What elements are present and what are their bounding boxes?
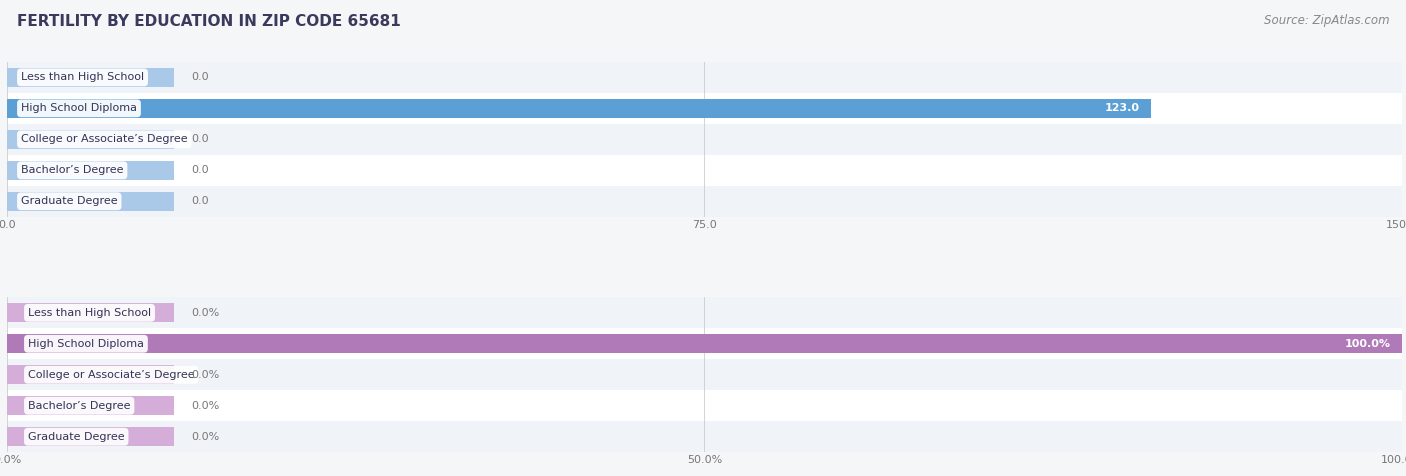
Bar <box>7 427 174 446</box>
Text: Bachelor’s Degree: Bachelor’s Degree <box>28 401 131 411</box>
Bar <box>7 303 174 322</box>
Bar <box>7 62 1402 93</box>
Bar <box>7 365 174 384</box>
Text: 0.0%: 0.0% <box>191 370 219 380</box>
Text: High School Diploma: High School Diploma <box>21 103 136 113</box>
Bar <box>7 186 1402 217</box>
Text: College or Associate’s Degree: College or Associate’s Degree <box>21 134 187 144</box>
Bar <box>7 192 174 211</box>
Text: Graduate Degree: Graduate Degree <box>28 432 125 442</box>
Text: High School Diploma: High School Diploma <box>28 339 143 349</box>
Text: 123.0: 123.0 <box>1105 103 1140 113</box>
Bar <box>7 155 1402 186</box>
Text: 0.0%: 0.0% <box>191 432 219 442</box>
Text: 0.0: 0.0 <box>191 165 208 175</box>
Bar <box>7 99 1150 118</box>
Bar <box>7 130 174 149</box>
Text: 0.0%: 0.0% <box>191 401 219 411</box>
Bar <box>7 359 1402 390</box>
Text: 0.0: 0.0 <box>191 134 208 144</box>
Text: Bachelor’s Degree: Bachelor’s Degree <box>21 165 124 175</box>
Bar <box>7 161 174 180</box>
Text: 0.0: 0.0 <box>191 72 208 82</box>
Text: Source: ZipAtlas.com: Source: ZipAtlas.com <box>1264 14 1389 27</box>
Bar <box>7 390 1402 421</box>
Text: Less than High School: Less than High School <box>28 308 150 318</box>
Bar <box>7 68 174 87</box>
Text: 0.0%: 0.0% <box>191 308 219 318</box>
Text: 100.0%: 100.0% <box>1344 339 1391 349</box>
Text: Less than High School: Less than High School <box>21 72 143 82</box>
Bar <box>7 298 1402 328</box>
Bar <box>7 93 1402 124</box>
Text: 0.0: 0.0 <box>191 196 208 206</box>
Text: College or Associate’s Degree: College or Associate’s Degree <box>28 370 194 380</box>
Bar <box>7 124 1402 155</box>
Text: Graduate Degree: Graduate Degree <box>21 196 118 206</box>
Text: FERTILITY BY EDUCATION IN ZIP CODE 65681: FERTILITY BY EDUCATION IN ZIP CODE 65681 <box>17 14 401 30</box>
Bar <box>7 328 1402 359</box>
Bar <box>7 396 174 416</box>
Bar <box>7 334 1402 353</box>
Bar <box>7 421 1402 452</box>
